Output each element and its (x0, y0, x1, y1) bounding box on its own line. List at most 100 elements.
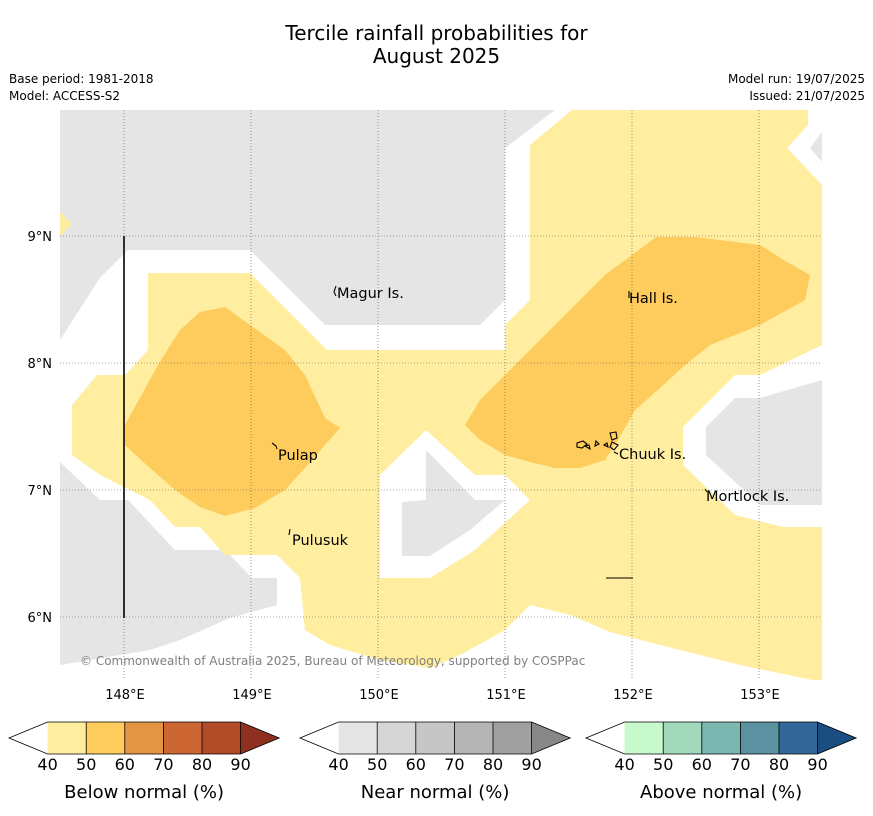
colorbar-title: Below normal (%) (64, 782, 224, 803)
lat-tick-6: 6°N (28, 611, 53, 626)
colorbar-segment (338, 722, 378, 754)
colorbar-segment (163, 722, 202, 754)
lon-tick-150: 150°E (359, 688, 399, 703)
colorbar-tick-label: 60 (406, 755, 426, 774)
chuuk-islet (613, 451, 619, 455)
lon-tick-151: 151°E (486, 688, 526, 703)
colorbar-outline (7, 721, 281, 755)
colorbar-segment (493, 722, 532, 754)
below-normal-50-60-regions (125, 237, 810, 516)
colorbar-tick-label: 80 (769, 755, 789, 774)
colorbar-segment (124, 722, 164, 754)
island-outlines (271, 285, 708, 579)
copyright-notice: © Commonwealth of Australia 2025, Bureau… (80, 654, 585, 668)
lon-tick-153: 153°E (740, 688, 780, 703)
colorbar-above-normal: 40 50 60 70 80 90 Above normal (%) (584, 721, 858, 803)
below-normal-region-hall-chuuk (465, 237, 810, 468)
meta-left: Base period: 1981-2018 Model: ACCESS-S2 (9, 71, 154, 105)
near-normal-region-north (60, 110, 555, 340)
chart-title: Tercile rainfall probabilities for Augus… (0, 22, 873, 68)
chuuk-islet (583, 444, 591, 451)
place-label-pulusuk: Pulusuk (292, 533, 349, 549)
lon-tick-149: 149°E (232, 688, 272, 703)
lon-tick-148: 148°E (105, 688, 145, 703)
pulusuk-island-shape (288, 528, 291, 536)
chuuk-islet (609, 441, 619, 451)
chuuk-islet (609, 431, 618, 441)
lat-tick-7: 7°N (28, 484, 53, 499)
colorbar-tick-label: 50 (76, 755, 96, 774)
colorbar-tick-label: 80 (483, 755, 503, 774)
below-normal-region-main (72, 110, 822, 680)
colorbar-below-normal: 40 50 60 70 80 90 Below normal (%) (7, 721, 281, 803)
below-normal-region-pulap (125, 307, 340, 516)
colorbar-segment (47, 722, 87, 754)
chuuk-islet (602, 442, 609, 449)
colorbar-title: Above normal (%) (640, 782, 802, 803)
near-normal-region-west-tip (60, 185, 95, 262)
near-normal-regions (60, 110, 822, 665)
colorbar-upper-extend (240, 722, 280, 754)
colorbar-lower-extend (9, 722, 48, 754)
colorbar-title: Near normal (%) (361, 782, 510, 803)
colorbar-tick-label: 40 (614, 755, 634, 774)
longitude-ticks: 148°E 149°E 150°E 151°E 152°E 153°E (105, 688, 780, 703)
title-line-1: Tercile rainfall probabilities for (285, 21, 588, 45)
meta-right: Model run: 19/07/2025 Issued: 21/07/2025 (728, 71, 865, 105)
colorbar-tick-label: 70 (153, 755, 173, 774)
colorbar-outline (298, 721, 572, 755)
model-name: Model: ACCESS-S2 (9, 89, 121, 103)
below-normal-40-50-regions (60, 110, 822, 680)
colorbar-segment (454, 722, 493, 754)
colorbar-segment (624, 722, 664, 754)
near-normal-region-southwest (60, 462, 277, 665)
title-line-2: August 2025 (372, 44, 501, 68)
place-label-mortlock: Mortlock Is. (706, 489, 789, 505)
colorbar-segment (202, 722, 241, 754)
colorbar-tick-label: 50 (367, 755, 387, 774)
pulap-island-shape (271, 442, 278, 450)
colorbar-tick-label: 60 (115, 755, 135, 774)
colorbar-segment (779, 722, 818, 754)
colorbar-tick-label: 90 (230, 755, 250, 774)
place-label-magur: Magur Is. (337, 286, 404, 302)
magur-island-shape (333, 285, 337, 297)
colorbar-tick-label: 90 (521, 755, 541, 774)
colorbar-segment (377, 722, 416, 754)
below-normal-region-west-tip (60, 212, 72, 236)
near-normal-region-east (706, 380, 822, 505)
colorbar-tick-label: 70 (730, 755, 750, 774)
colorbar-tick-label: 80 (192, 755, 212, 774)
latitude-ticks: 9°N 8°N 7°N 6°N (28, 230, 53, 626)
mortlock-island-shape (704, 488, 708, 493)
chuuk-islet (594, 439, 600, 447)
chuuk-lagoon-islands (576, 431, 633, 579)
place-label-chuuk: Chuuk Is. (619, 447, 686, 463)
colorbar-segment (701, 722, 741, 754)
colorbar-lower-extend (586, 722, 625, 754)
colorbar-tick-label: 60 (692, 755, 712, 774)
lat-tick-8: 8°N (28, 357, 53, 372)
colorbar-outline (584, 721, 858, 755)
colorbar-segment (740, 722, 779, 754)
colorbar-segment (663, 722, 702, 754)
lat-tick-9: 9°N (28, 230, 53, 245)
lon-tick-152: 152°E (613, 688, 653, 703)
near-normal-region-northeast-corner (810, 132, 822, 162)
place-label-pulap: Pulap (278, 448, 318, 464)
colorbar-tick-label: 50 (653, 755, 673, 774)
map-area: Magur Is. Hall Is. Pulap Chuuk Is. Mortl… (60, 110, 822, 680)
colorbar-tick-label: 70 (444, 755, 464, 774)
colorbar-tick-label: 40 (328, 755, 348, 774)
issued-date: Issued: 21/07/2025 (749, 89, 865, 103)
colorbar-lower-extend (300, 722, 339, 754)
colorbar-tick-label: 90 (807, 755, 827, 774)
colorbar-upper-extend (817, 722, 857, 754)
colorbar-upper-extend (531, 722, 571, 754)
place-label-hall: Hall Is. (629, 291, 678, 307)
colorbar-segment (86, 722, 125, 754)
colorbar-tick-label: 40 (37, 755, 57, 774)
base-period: Base period: 1981-2018 (9, 72, 154, 86)
colorbar-segment (415, 722, 455, 754)
